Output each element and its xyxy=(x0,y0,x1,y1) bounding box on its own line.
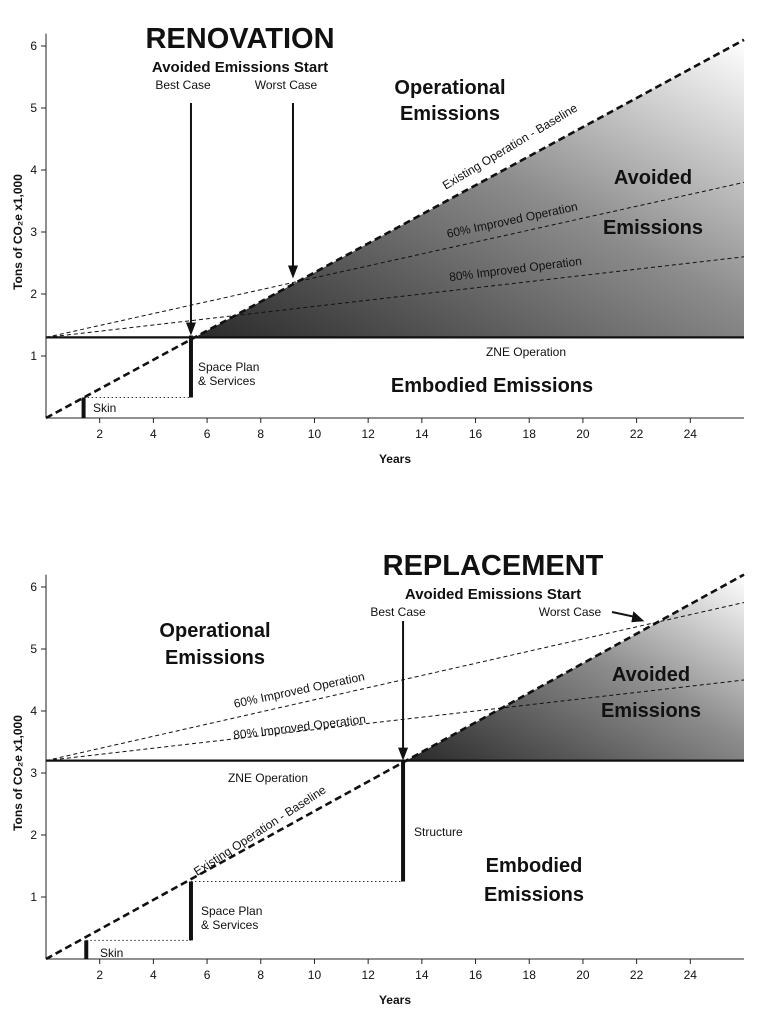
embodied-emissions-label-line-2: Emissions xyxy=(484,884,584,906)
improved-60-line xyxy=(45,181,745,338)
series-label: ZNE Operation xyxy=(228,771,308,785)
worst-case-arrow-shaft xyxy=(611,611,637,619)
embodied-step-label-line: & Services xyxy=(198,374,255,388)
avoided-emissions-label-line-2: Emissions xyxy=(603,217,703,239)
y-axis-label: Tons of CO₂e x1,000 xyxy=(11,174,25,290)
x-tick-label: 24 xyxy=(684,427,698,441)
x-tick-label: 6 xyxy=(204,968,211,982)
chart-subtitle: Avoided Emissions Start xyxy=(405,586,581,603)
series-label: ZNE Operation xyxy=(486,345,566,359)
operational-emissions-label-line-1: Operational xyxy=(394,77,505,99)
embodied-step-label: Space Plan & Services xyxy=(198,360,259,388)
operational-emissions-label-line-2: Emissions xyxy=(165,647,265,669)
y-tick-label: 2 xyxy=(30,287,37,301)
x-tick-label: 10 xyxy=(308,427,322,441)
x-tick-label: 12 xyxy=(361,427,375,441)
avoided-emissions-label-line-2: Emissions xyxy=(601,700,701,722)
best-case-arrow-head xyxy=(398,747,409,761)
avoided-emissions-label-line-1: Avoided xyxy=(612,664,690,686)
chart-title: REPLACEMENT xyxy=(383,550,604,582)
embodied-step-label: Structure xyxy=(414,825,463,839)
x-tick-label: 4 xyxy=(150,427,157,441)
best-case-label: Best Case xyxy=(155,78,211,92)
x-tick-label: 20 xyxy=(576,427,590,441)
x-tick-label: 22 xyxy=(630,427,644,441)
x-tick-label: 14 xyxy=(415,427,429,441)
embodied-step-label-line: Space Plan xyxy=(198,360,259,374)
worst-case-arrow-head xyxy=(287,265,298,279)
improved-80-line xyxy=(45,256,745,338)
x-tick-label: 22 xyxy=(630,968,644,982)
y-tick-label: 6 xyxy=(30,580,37,594)
worst-case-label: Worst Case xyxy=(539,605,602,619)
worst-case-arrow-head xyxy=(631,611,645,623)
chart-subtitle: Avoided Emissions Start xyxy=(152,59,328,76)
x-tick-label: 2 xyxy=(96,968,103,982)
embodied-step-label-line: Structure xyxy=(414,825,463,839)
y-tick-label: 1 xyxy=(30,890,37,904)
series-label: Existing Operation - Baseline xyxy=(191,782,329,878)
x-tick-label: 6 xyxy=(204,427,211,441)
embodied-step-label: Skin xyxy=(93,401,116,415)
embodied-step-label: Skin xyxy=(100,946,123,960)
x-tick-label: 10 xyxy=(308,968,322,982)
x-tick-label: 8 xyxy=(257,968,264,982)
baseline-line xyxy=(45,38,745,420)
embodied-step-label-line: Space Plan xyxy=(201,904,262,918)
x-tick-label: 12 xyxy=(361,968,375,982)
y-tick-label: 6 xyxy=(30,39,37,53)
embodied-step-label: Space Plan & Services xyxy=(201,904,262,932)
x-axis-label: Years xyxy=(379,452,411,466)
x-tick-label: 20 xyxy=(576,968,590,982)
embodied-emissions-label-line-1: Embodied xyxy=(486,855,583,877)
baseline-line xyxy=(45,573,745,961)
embodied-emissions-label: Embodied Emissions xyxy=(391,375,593,397)
embodied-step-label-line: & Services xyxy=(201,918,258,932)
best-case-label: Best Case xyxy=(370,605,426,619)
x-tick-label: 14 xyxy=(415,968,429,982)
x-tick-label: 18 xyxy=(523,427,537,441)
improved-60-line xyxy=(45,602,745,762)
y-tick-label: 1 xyxy=(30,349,37,363)
x-tick-label: 16 xyxy=(469,968,483,982)
y-tick-label: 3 xyxy=(30,225,37,239)
chart-title: RENOVATION xyxy=(145,23,334,55)
y-tick-label: 3 xyxy=(30,766,37,780)
best-case-arrow-head xyxy=(185,322,196,336)
y-tick-label: 2 xyxy=(30,828,37,842)
worst-case-label: Worst Case xyxy=(255,78,318,92)
y-tick-label: 5 xyxy=(30,101,37,115)
x-tick-label: 18 xyxy=(523,968,537,982)
series-label: 80% Improved Operation xyxy=(232,712,366,742)
embodied-step-label-line: Skin xyxy=(93,401,116,415)
y-axis-label: Tons of CO₂e x1,000 xyxy=(11,715,25,831)
y-tick-label: 5 xyxy=(30,642,37,656)
avoided-emissions-label-line-1: Avoided xyxy=(614,167,692,189)
y-tick-label: 4 xyxy=(30,163,37,177)
operational-emissions-label-line-1: Operational xyxy=(159,620,270,642)
x-tick-label: 4 xyxy=(150,968,157,982)
operational-emissions-label-line-2: Emissions xyxy=(400,103,500,125)
x-tick-label: 8 xyxy=(257,427,264,441)
x-tick-label: 16 xyxy=(469,427,483,441)
series-label: 60% Improved Operation xyxy=(232,669,365,710)
x-axis-label: Years xyxy=(379,993,411,1007)
improved-80-line xyxy=(45,679,745,762)
x-tick-label: 24 xyxy=(684,968,698,982)
embodied-step-label-line: Skin xyxy=(100,946,123,960)
y-tick-label: 4 xyxy=(30,704,37,718)
x-tick-label: 2 xyxy=(96,427,103,441)
